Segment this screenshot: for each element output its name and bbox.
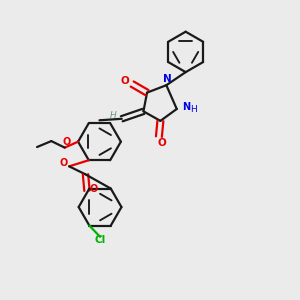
Text: O: O [158,138,166,148]
Text: N: N [164,74,172,84]
Text: H: H [110,111,116,120]
Text: O: O [60,158,68,168]
Text: O: O [89,184,98,194]
Text: N: N [182,102,190,112]
Text: O: O [62,137,70,147]
Text: Cl: Cl [94,236,106,245]
Text: O: O [120,76,129,86]
Text: H: H [190,105,196,114]
